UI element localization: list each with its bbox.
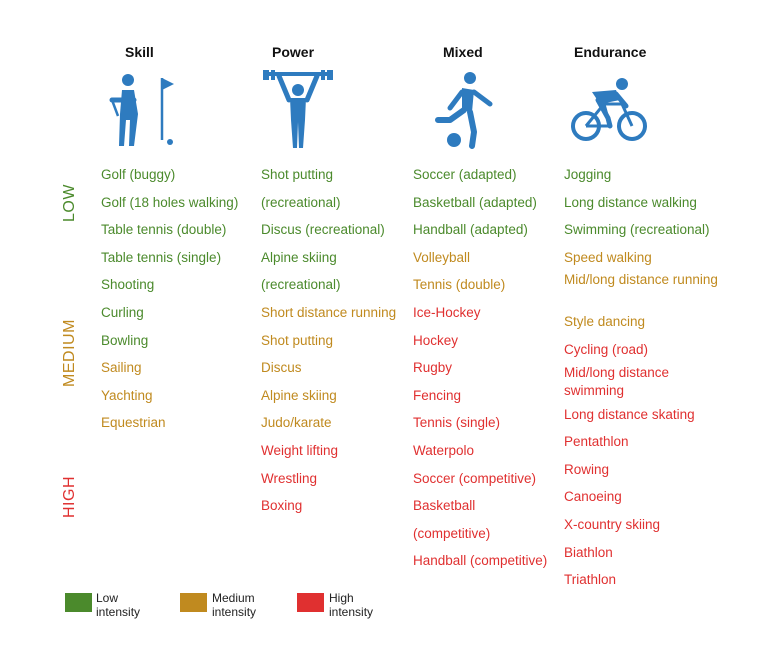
sport-item: Swimming (recreational) — [564, 222, 710, 238]
sport-item: Style dancing — [564, 314, 646, 330]
sport-item: Basketball — [413, 498, 476, 514]
sport-item: Shot putting — [261, 167, 334, 182]
sport-item: Triathlon — [564, 572, 617, 588]
sport-item: (recreational) — [261, 194, 341, 210]
sport-item: Judo/karate — [261, 415, 332, 431]
sport-item: Pentathlon — [564, 434, 629, 450]
column-endurance-list: Jogging Long distance walking Swimming (re… — [564, 161, 724, 594]
sport-item: X-country skiing — [564, 516, 661, 532]
sport-item: Cycling (road) — [564, 341, 649, 357]
sport-item: Long distance walking — [564, 194, 697, 210]
sport-item: Soccer (competitive) — [413, 470, 537, 486]
legend-label-high: High intensity — [329, 591, 374, 619]
legend-swatch-low — [65, 593, 92, 612]
sport-item: Sailing — [101, 360, 142, 376]
side-label-high: HIGH — [61, 476, 78, 518]
sport-item: Waterpolo — [413, 442, 475, 458]
column-title-skill: Skill — [125, 44, 154, 60]
sport-item: Discus — [261, 360, 302, 376]
sport-item: Mid/long distance swimming — [564, 364, 670, 399]
sport-item: Rugby — [413, 360, 453, 376]
sport-item: Rowing — [564, 461, 610, 477]
column-title-mixed: Mixed — [443, 44, 483, 60]
sport-item: Ice-Hockey — [413, 304, 481, 320]
sport-item: Yachting — [101, 387, 153, 403]
sport-item: Basketball (adapted) — [413, 194, 537, 210]
sport-item: Speed walking — [564, 249, 652, 265]
sport-item: Tennis (single) — [413, 415, 501, 431]
legend-swatch-high — [297, 593, 324, 612]
sport-item: Shooting — [101, 277, 155, 293]
sport-item: (recreational) — [261, 277, 341, 293]
sport-item: Alpine skiing — [261, 387, 337, 403]
column-power-list: Shot putting (recreational) Discus (recrea… — [261, 161, 396, 520]
sport-item: Discus (recreational) — [261, 222, 385, 238]
column-title-endurance: Endurance — [574, 44, 647, 60]
soccer-player-icon — [432, 70, 502, 150]
side-label-low: LOW — [61, 184, 78, 222]
side-label-medium: MEDIUM — [61, 319, 78, 387]
sport-item: Soccer (adapted) — [413, 167, 517, 182]
sport-item: Long distance skating — [564, 406, 695, 422]
sport-item: Handball (competitive) — [413, 553, 548, 569]
sport-item: Mid/long distance running — [564, 272, 718, 288]
sport-item: Boxing — [261, 498, 303, 514]
sport-item: Hockey — [413, 332, 459, 348]
sport-item: Curling — [101, 304, 144, 320]
column-skill-list: Golf (buggy) Golf (18 holes walking) Table… — [101, 161, 238, 437]
sport-item: Golf (buggy) — [101, 167, 176, 182]
sport-item: Alpine skiing — [261, 249, 337, 265]
weightlifter-icon — [263, 70, 333, 150]
legend-swatch-medium — [180, 593, 207, 612]
sport-item: Jogging — [564, 167, 612, 182]
legend-label-medium: Medium intensity — [212, 591, 257, 619]
sport-item: Short distance running — [261, 304, 397, 320]
golfer-icon — [104, 70, 184, 150]
sport-item: Equestrian — [101, 415, 166, 431]
sport-item: Weight lifting — [261, 442, 339, 458]
sport-item: Bowling — [101, 332, 149, 348]
sport-item: Wrestling — [261, 470, 318, 486]
sport-item: Tennis (double) — [413, 277, 506, 293]
sport-item: (competitive) — [413, 525, 491, 541]
sport-item: Handball (adapted) — [413, 222, 528, 238]
sport-item: Volleyball — [413, 249, 471, 265]
legend-label-low: Low intensity — [96, 591, 141, 619]
sport-item: Golf (18 holes walking) — [101, 194, 239, 210]
column-title-power: Power — [272, 44, 315, 60]
column-mixed-list: Soccer (adapted) Basketball (adapted) Hand… — [413, 161, 547, 575]
cyclist-icon — [570, 74, 650, 144]
sport-item: Fencing — [413, 387, 462, 403]
sport-item: Canoeing — [564, 489, 622, 505]
sport-item: Table tennis (single) — [101, 249, 222, 265]
sport-item: Biathlon — [564, 544, 613, 560]
sport-item: Shot putting — [261, 332, 334, 348]
sport-item: Table tennis (double) — [101, 222, 227, 238]
